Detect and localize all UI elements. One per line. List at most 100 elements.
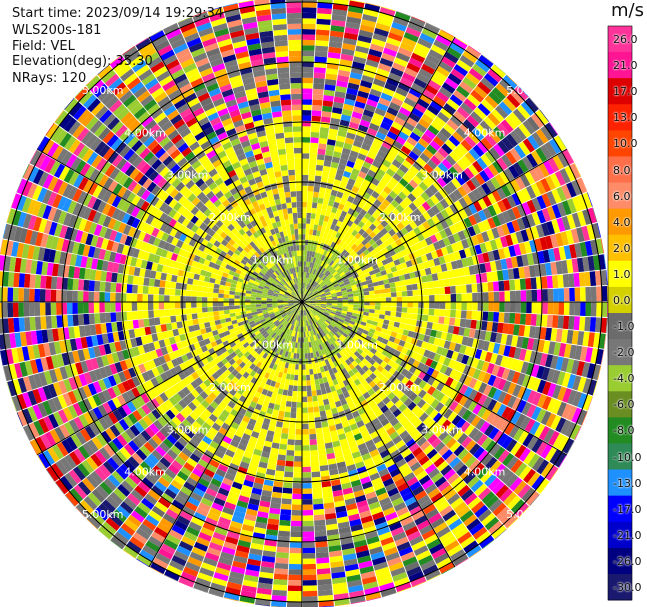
radar-gate <box>379 288 386 294</box>
radar-gate <box>460 535 476 549</box>
radar-gate <box>374 422 384 431</box>
radar-gate <box>386 77 400 87</box>
radar-gate <box>345 327 352 333</box>
radar-gate <box>296 418 302 424</box>
radar-gate <box>376 223 385 232</box>
radar-gate <box>360 166 370 175</box>
radar-gate <box>427 385 436 396</box>
radar-gate <box>333 179 341 187</box>
radar-gate <box>489 443 502 457</box>
radar-gate <box>302 153 310 159</box>
radar-gate <box>324 370 331 377</box>
radar-gate <box>302 147 310 154</box>
radar-gate <box>379 145 390 155</box>
radar-gate <box>325 73 338 81</box>
radar-gate <box>351 236 359 244</box>
radar-gate <box>302 261 305 267</box>
radar-gate <box>446 349 454 359</box>
radar-gate <box>554 452 567 468</box>
radar-gate <box>484 331 492 342</box>
radar-gate <box>560 231 569 246</box>
radar-gate <box>452 268 460 278</box>
radar-gate <box>353 217 361 226</box>
radar-gate <box>514 462 528 477</box>
radar-gate <box>319 309 325 314</box>
radar-gate <box>310 126 320 133</box>
radar-gate <box>401 407 412 417</box>
radar-gate <box>336 168 345 176</box>
radar-gate <box>459 123 472 136</box>
radar-gate <box>480 137 493 150</box>
radar-gate <box>449 94 463 107</box>
radar-gate <box>290 407 297 413</box>
radar-gate <box>314 295 321 298</box>
radar-gate <box>450 242 459 253</box>
radar-gate <box>319 366 325 373</box>
radar-gate <box>278 410 285 417</box>
radar-gate <box>373 199 382 208</box>
radar-gate <box>309 267 313 274</box>
radar-gate <box>336 267 342 273</box>
radar-gate <box>510 499 525 514</box>
radar-gate <box>416 195 426 205</box>
radar-gate <box>479 263 487 274</box>
radar-gate <box>291 515 302 521</box>
radar-gate <box>527 471 541 487</box>
radar-gate <box>546 368 556 383</box>
radar-gate <box>311 384 316 391</box>
radar-gate <box>420 239 428 248</box>
radar-gate <box>501 197 512 211</box>
radar-gate <box>419 167 430 178</box>
radar-gate <box>316 230 321 237</box>
radar-gate <box>388 320 395 327</box>
radar-gate <box>313 275 317 281</box>
radar-gate <box>311 110 322 117</box>
radar-gate <box>302 137 311 143</box>
radar-gate <box>440 464 453 476</box>
radar-gate <box>356 40 371 49</box>
radar-gate <box>401 102 414 112</box>
radar-gate <box>277 541 290 548</box>
radar-gate <box>306 278 310 284</box>
radar-gate <box>369 302 376 306</box>
radar-gate <box>373 330 381 336</box>
radar-gate <box>495 416 506 430</box>
radar-gate <box>442 237 451 247</box>
radar-gate <box>341 229 348 236</box>
radar-gate <box>326 304 332 307</box>
radar-gate <box>479 350 488 361</box>
radar-gate <box>380 121 392 131</box>
radar-gate <box>464 346 472 356</box>
radar-gate <box>288 569 302 575</box>
radar-gate <box>422 314 429 322</box>
radar-gate <box>305 261 309 268</box>
radar-gate <box>292 488 302 494</box>
radar-gate <box>330 117 341 125</box>
radar-gate <box>284 411 291 418</box>
radar-gate <box>364 3 381 12</box>
radar-gate <box>343 320 350 326</box>
radar-gate <box>436 131 449 143</box>
radar-gate <box>524 170 536 185</box>
radar-gate <box>335 289 342 293</box>
radar-gate <box>419 269 427 277</box>
radar-gate <box>467 400 478 412</box>
radar-gate <box>288 433 296 440</box>
radar-gate <box>353 433 363 441</box>
radar-gate <box>475 530 491 545</box>
radar-gate <box>410 319 417 326</box>
radar-gate <box>416 422 427 433</box>
radar-gate <box>372 159 382 169</box>
radar-gate <box>386 37 401 47</box>
radar-gate <box>405 336 413 344</box>
radar-gate <box>396 10 411 17</box>
radar-gate <box>394 154 405 164</box>
radar-gate <box>326 68 339 75</box>
radar-gate <box>407 21 424 33</box>
radar-gate <box>522 120 536 135</box>
radar-gate <box>477 81 492 95</box>
radar-gate <box>449 42 465 55</box>
radar-gate <box>439 287 446 295</box>
radar-gate <box>356 383 365 391</box>
radar-gate <box>397 82 411 93</box>
